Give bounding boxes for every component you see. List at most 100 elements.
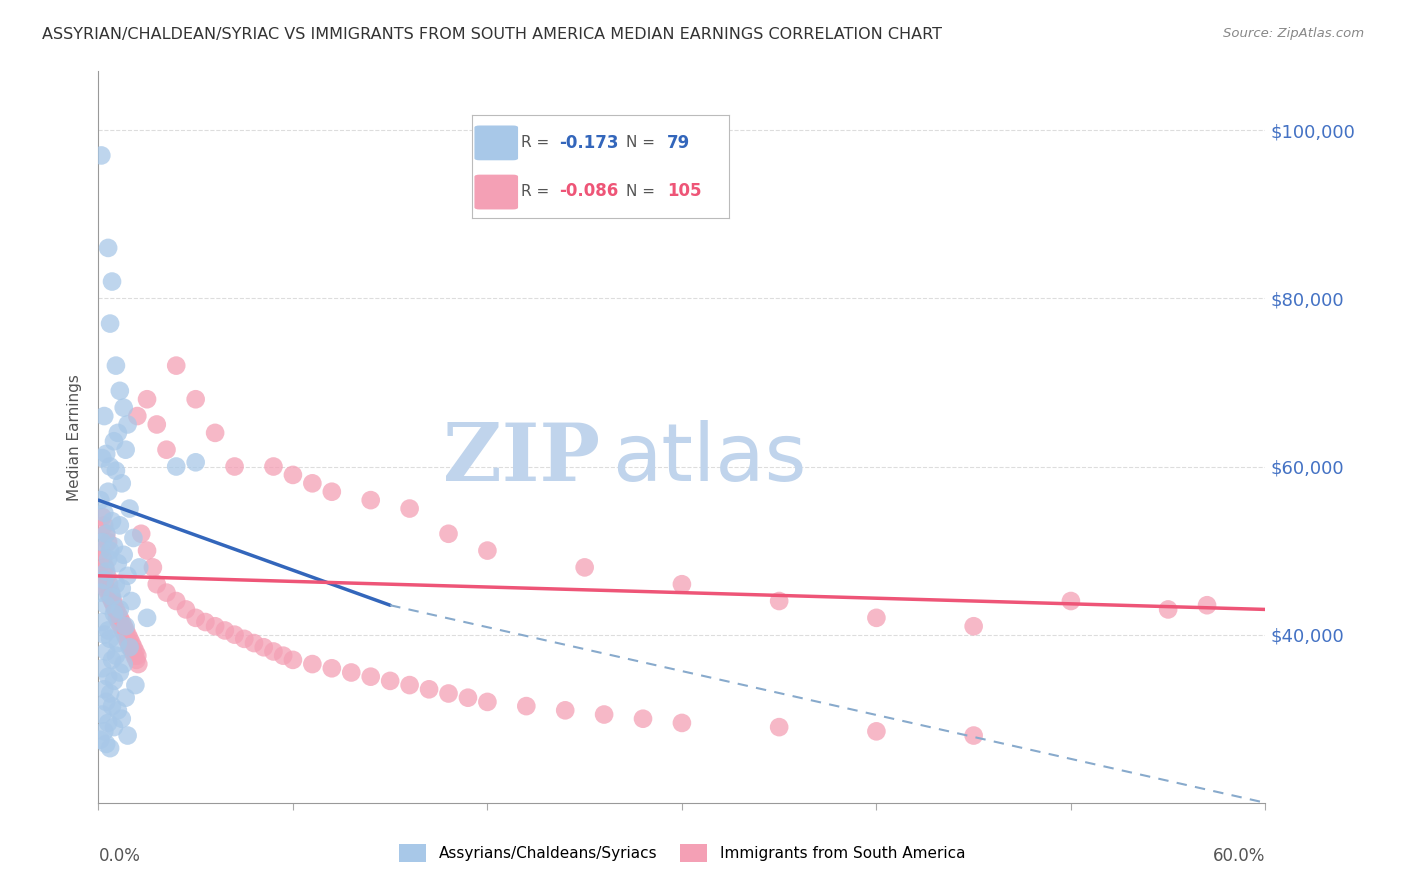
Point	[101, 699, 124, 714]
Point	[97, 552, 120, 566]
Point	[93, 573, 115, 587]
Text: ZIP: ZIP	[443, 420, 600, 498]
Point	[124, 644, 146, 658]
Point	[574, 560, 596, 574]
Point	[117, 729, 139, 743]
Point	[97, 241, 120, 255]
Y-axis label: Median Earnings: Median Earnings	[67, 374, 83, 500]
Point	[90, 148, 112, 162]
Point	[93, 506, 115, 520]
Point	[271, 648, 294, 663]
Point	[398, 678, 420, 692]
Point	[477, 543, 499, 558]
Point	[155, 442, 177, 457]
Point	[98, 741, 121, 756]
Point	[97, 585, 120, 599]
Point	[114, 619, 136, 633]
Point	[108, 615, 131, 629]
Point	[98, 632, 121, 646]
Point	[418, 682, 440, 697]
Point	[93, 682, 115, 697]
Point	[96, 447, 118, 461]
Point	[91, 573, 114, 587]
Point	[321, 661, 343, 675]
Point	[128, 560, 150, 574]
Point	[111, 582, 134, 596]
Point	[101, 590, 124, 604]
Text: N =: N =	[626, 184, 659, 199]
Point	[89, 585, 111, 599]
Point	[96, 565, 118, 579]
Point	[111, 615, 134, 629]
Point	[91, 661, 114, 675]
Point	[165, 459, 187, 474]
Point	[124, 678, 146, 692]
Point	[233, 632, 256, 646]
Point	[437, 686, 460, 700]
Point	[117, 417, 139, 432]
Point	[97, 715, 120, 730]
Point	[865, 611, 887, 625]
Text: 79: 79	[666, 134, 690, 152]
Point	[120, 640, 142, 655]
Point	[91, 510, 114, 524]
Point	[204, 425, 226, 440]
Point	[105, 611, 128, 625]
Point	[214, 624, 236, 638]
Text: atlas: atlas	[612, 420, 806, 498]
Point	[103, 607, 125, 621]
Point	[165, 594, 187, 608]
Point	[107, 703, 129, 717]
Point	[94, 560, 117, 574]
Point	[93, 518, 115, 533]
Point	[108, 665, 131, 680]
Point	[281, 653, 304, 667]
Point	[117, 636, 139, 650]
Point	[96, 695, 118, 709]
Point	[108, 602, 131, 616]
Point	[360, 670, 382, 684]
Point	[477, 695, 499, 709]
Point	[554, 703, 576, 717]
Point	[91, 707, 114, 722]
Point	[98, 686, 121, 700]
Point	[262, 644, 284, 658]
Point	[112, 401, 135, 415]
Point	[91, 451, 114, 466]
Legend: Assyrians/Chaldeans/Syriacs, Immigrants from South America: Assyrians/Chaldeans/Syriacs, Immigrants …	[392, 838, 972, 868]
Point	[96, 569, 118, 583]
Point	[184, 455, 207, 469]
Point	[118, 501, 141, 516]
Point	[103, 673, 125, 688]
Point	[281, 467, 304, 482]
Point	[253, 640, 276, 655]
Point	[360, 493, 382, 508]
Point	[104, 577, 127, 591]
Point	[121, 594, 143, 608]
Point	[165, 359, 187, 373]
Point	[89, 732, 111, 747]
Point	[262, 459, 284, 474]
Point	[136, 392, 159, 407]
Point	[96, 599, 118, 613]
Point	[117, 627, 139, 641]
Point	[107, 607, 129, 621]
Point	[111, 712, 134, 726]
Point	[93, 627, 115, 641]
Point	[108, 384, 131, 398]
Point	[104, 648, 127, 663]
Point	[378, 673, 402, 688]
Point	[114, 624, 136, 638]
Point	[97, 484, 120, 499]
Point	[118, 640, 141, 655]
Point	[184, 611, 207, 625]
Point	[101, 653, 124, 667]
Point	[101, 594, 124, 608]
Point	[96, 644, 118, 658]
Point	[100, 585, 122, 599]
Point	[96, 526, 118, 541]
Point	[96, 737, 118, 751]
Point	[1060, 594, 1083, 608]
Point	[101, 594, 124, 608]
Point	[107, 425, 129, 440]
